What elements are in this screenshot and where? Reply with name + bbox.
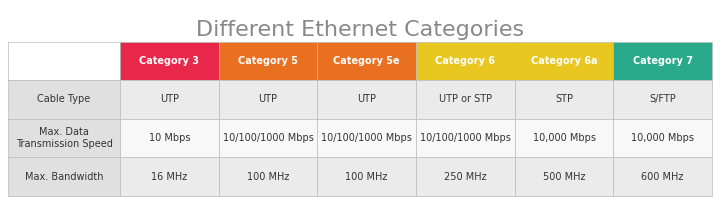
Text: Category 6a: Category 6a [531,56,598,66]
Text: STP: STP [555,94,573,104]
Text: Max. Data
Transmission Speed: Max. Data Transmission Speed [16,127,112,149]
Bar [515,119,613,157]
Bar [219,42,318,80]
Text: UTP or STP: UTP or STP [438,94,492,104]
Text: 100 MHz: 100 MHz [247,172,289,182]
Text: 250 MHz: 250 MHz [444,172,487,182]
Bar [219,119,318,157]
Bar [318,80,416,119]
Bar [219,157,318,196]
Bar [416,157,515,196]
Bar [219,80,318,119]
Text: Different Ethernet Categories: Different Ethernet Categories [196,20,524,40]
Bar [613,157,712,196]
Bar [120,119,219,157]
Text: UTP: UTP [357,94,376,104]
Text: 100 MHz: 100 MHz [346,172,388,182]
Bar [416,42,515,80]
Bar [120,42,219,80]
Bar [416,119,515,157]
Text: Max. Bandwidth: Max. Bandwidth [24,172,103,182]
Bar [613,42,712,80]
Text: UTP: UTP [258,94,277,104]
Text: Cable Type: Cable Type [37,94,91,104]
Bar [8,119,120,157]
Text: 600 MHz: 600 MHz [642,172,684,182]
Text: 500 MHz: 500 MHz [543,172,585,182]
Bar [120,80,219,119]
Bar [515,157,613,196]
Bar [318,157,416,196]
Bar [318,119,416,157]
Text: Category 6: Category 6 [436,56,495,66]
Text: 10/100/1000 Mbps: 10/100/1000 Mbps [222,133,313,143]
Bar [8,80,120,119]
Text: 16 MHz: 16 MHz [151,172,187,182]
Bar [416,80,515,119]
Bar [8,157,120,196]
Text: 10 Mbps: 10 Mbps [148,133,190,143]
Text: Category 3: Category 3 [140,56,199,66]
Bar [8,42,120,80]
Text: 10/100/1000 Mbps: 10/100/1000 Mbps [321,133,412,143]
Text: S/FTP: S/FTP [649,94,676,104]
Bar [515,80,613,119]
Text: 10/100/1000 Mbps: 10/100/1000 Mbps [420,133,510,143]
Text: Category 7: Category 7 [633,56,693,66]
Text: 10,000 Mbps: 10,000 Mbps [631,133,694,143]
Bar [318,42,416,80]
Bar [613,119,712,157]
Bar [515,42,613,80]
Text: Category 5e: Category 5e [333,56,400,66]
Text: UTP: UTP [160,94,179,104]
Text: 10,000 Mbps: 10,000 Mbps [533,133,595,143]
Bar [120,157,219,196]
Text: Category 5: Category 5 [238,56,298,66]
Bar [613,80,712,119]
